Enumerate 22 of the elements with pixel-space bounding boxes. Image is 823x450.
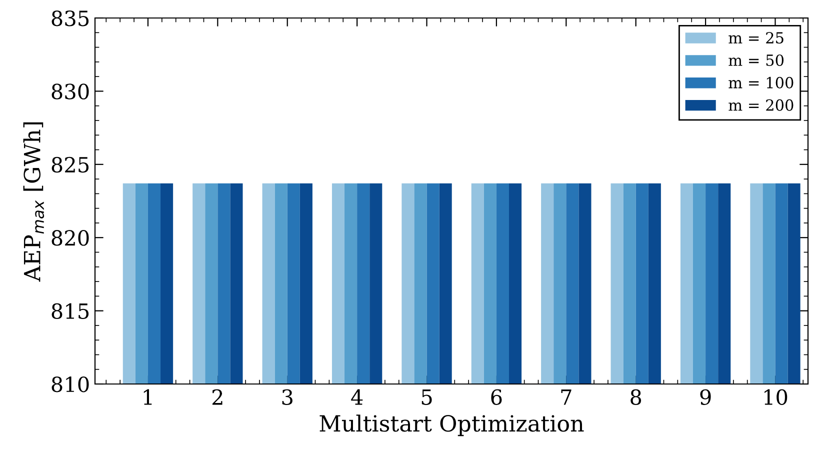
x-tick-label: 3 <box>282 389 292 405</box>
x-tick-label: 10 <box>764 389 788 405</box>
legend-label: m = 50 <box>728 54 784 66</box>
y-tick-label: 830 <box>52 84 89 100</box>
x-tick-label: 5 <box>422 390 432 405</box>
x-tick-label: 4 <box>351 389 363 405</box>
y-tick-label: 815 <box>52 303 89 320</box>
x-tick-label: 9 <box>700 389 711 405</box>
y-tick-label: 835 <box>52 10 89 26</box>
x-tick-label: 2 <box>212 389 222 405</box>
x-tick-label: 8 <box>630 389 642 405</box>
y-tick-label: 810 <box>52 376 89 392</box>
legend-label: m = 25 <box>728 32 784 44</box>
legend-label: m = 200 <box>728 99 794 111</box>
y-tick-label: 820 <box>52 230 89 246</box>
x-tick-label: 7 <box>561 390 572 405</box>
y-tick-label: 825 <box>52 156 89 173</box>
legend-label: m = 100 <box>728 76 794 88</box>
x-tick-label: 6 <box>491 389 502 405</box>
y-axis-title: AEP$_{max}$ [GWh] <box>23 122 44 282</box>
x-tick-label: 1 <box>144 389 152 405</box>
x-axis-title: Multistart Optimization <box>320 414 584 436</box>
